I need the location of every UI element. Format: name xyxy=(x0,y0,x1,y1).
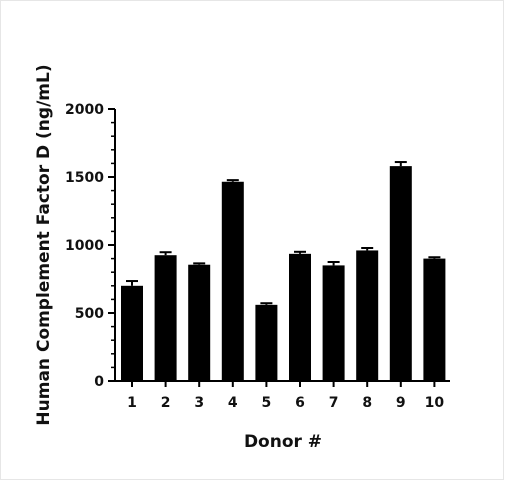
bars xyxy=(121,161,446,381)
bar xyxy=(188,264,211,381)
bar xyxy=(423,258,446,381)
y-tick-label: 1500 xyxy=(65,170,104,186)
bar xyxy=(289,253,311,381)
y-ticks: 0 500 1000 1500 2000 xyxy=(65,102,115,390)
y-axis-label: Human Complement Factor D (ng/mL) xyxy=(34,64,54,425)
x-axis-label: Donor # xyxy=(244,432,322,452)
x-tick-label: 1 xyxy=(127,395,137,411)
x-tick-label: 2 xyxy=(161,395,171,411)
x-tick-label: 3 xyxy=(194,395,204,411)
x-ticks: 1 2 3 4 5 6 7 8 9 10 xyxy=(127,381,444,411)
bar xyxy=(154,255,177,381)
y-tick-label: 500 xyxy=(75,306,104,322)
bar xyxy=(356,250,379,381)
y-tick-label: 2000 xyxy=(65,102,104,118)
x-tick-label: 4 xyxy=(228,395,238,411)
y-tick-label: 1000 xyxy=(65,238,104,254)
x-tick-label: 6 xyxy=(295,395,305,411)
bar xyxy=(322,265,345,381)
bar xyxy=(255,304,278,381)
x-tick-label: 9 xyxy=(396,395,406,411)
x-tick-label: 7 xyxy=(329,395,339,411)
x-tick-label: 5 xyxy=(262,395,272,411)
y-tick-label: 0 xyxy=(94,374,104,390)
x-tick-label: 8 xyxy=(362,395,372,411)
bar xyxy=(221,181,244,381)
bar xyxy=(389,166,412,381)
bar xyxy=(121,285,143,381)
x-tick-label: 10 xyxy=(425,395,445,411)
